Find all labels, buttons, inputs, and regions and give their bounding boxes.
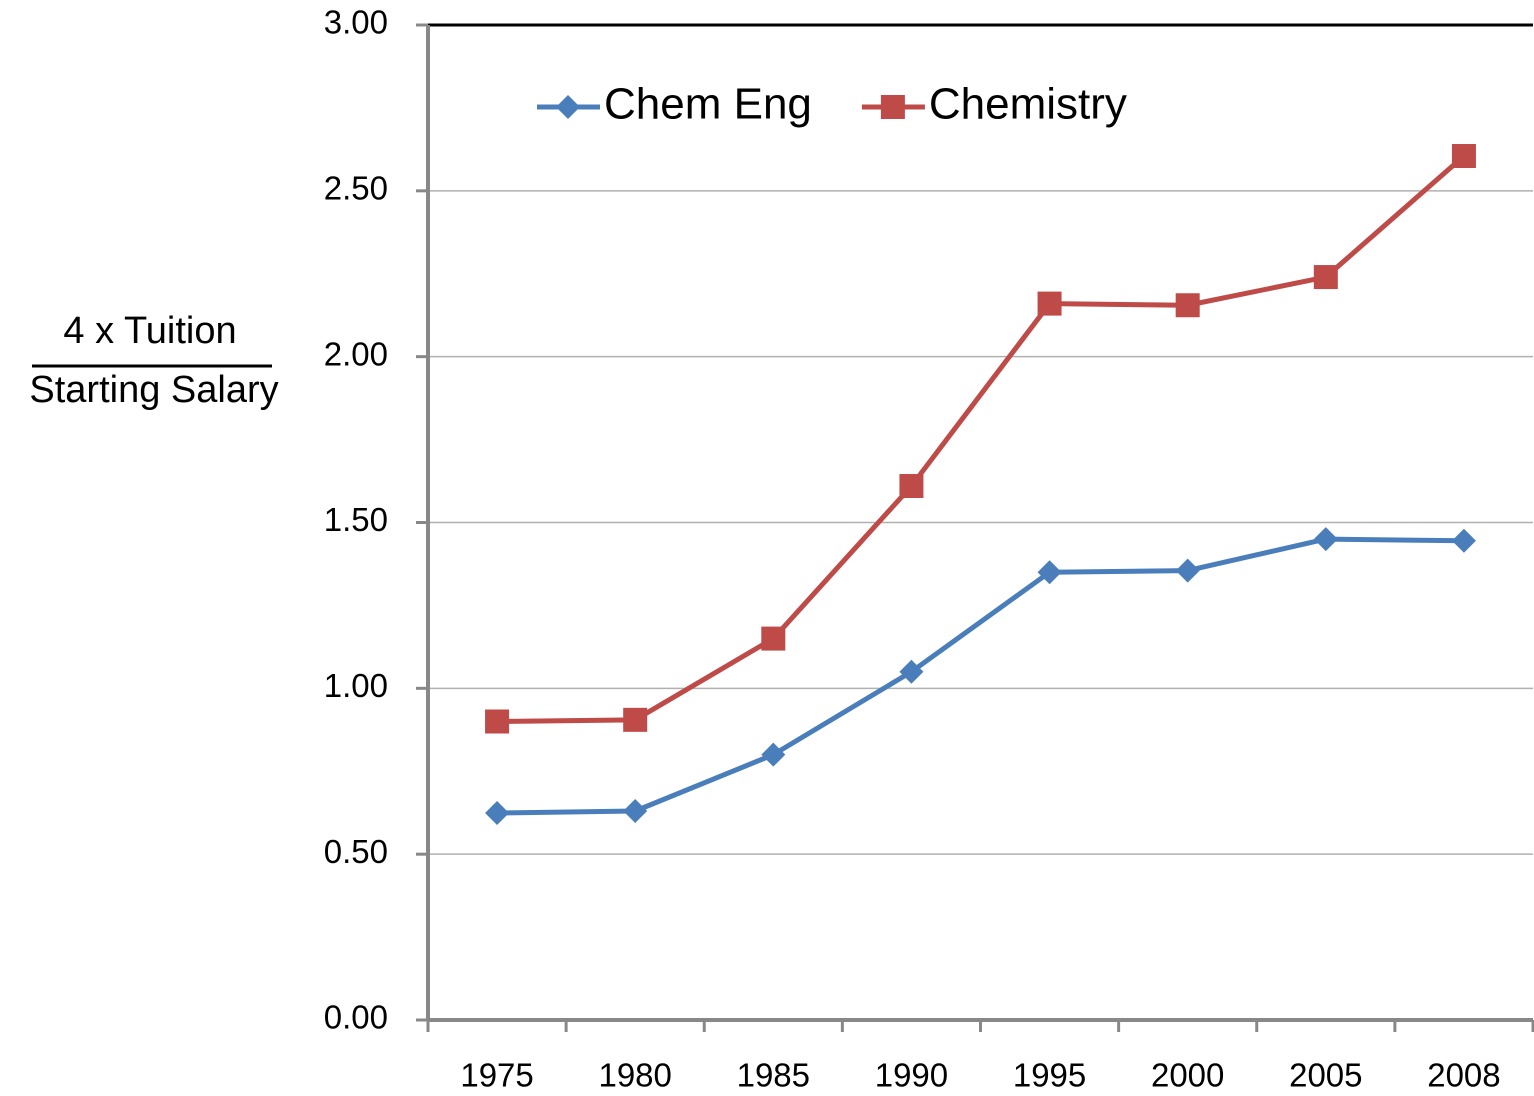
y-tick-label: 2.00 <box>324 335 388 372</box>
data-point <box>899 659 924 684</box>
y-tick-label: 1.00 <box>324 667 388 704</box>
data-point <box>485 709 510 734</box>
data-point <box>1313 527 1338 552</box>
y-tick-label: 2.50 <box>324 170 388 207</box>
y-axis-label-denominator: Starting Salary <box>29 369 278 411</box>
legend-marker <box>556 95 580 119</box>
y-tick-label: 3.00 <box>324 4 388 41</box>
data-point <box>1451 144 1476 169</box>
data-point <box>761 742 786 767</box>
x-tick-label: 2005 <box>1289 1057 1362 1094</box>
x-tick-label: 1980 <box>598 1057 671 1094</box>
series-line <box>497 154 1466 724</box>
y-tick-label: 0.00 <box>324 999 388 1036</box>
data-point <box>1175 293 1200 318</box>
y-tick-label: 0.50 <box>324 833 388 870</box>
data-point <box>485 801 510 826</box>
legend-label: Chem Eng <box>604 80 812 129</box>
x-tick-label: 2008 <box>1427 1057 1500 1094</box>
series-line <box>497 536 1464 816</box>
x-tick-label: 1990 <box>875 1057 948 1094</box>
x-tick-label: 1995 <box>1013 1057 1086 1094</box>
legend-label: Chemistry <box>929 80 1127 129</box>
y-axis-label-numerator: 4 x Tuition <box>63 310 236 352</box>
data-point <box>1037 560 1062 585</box>
x-tick-label: 2000 <box>1151 1057 1224 1094</box>
data-point <box>899 474 924 499</box>
data-point <box>1037 291 1062 316</box>
data-point <box>1313 265 1338 290</box>
data-point <box>1175 558 1200 583</box>
data-point <box>623 799 648 824</box>
y-tick-label: 1.50 <box>324 501 388 538</box>
data-point <box>1451 528 1476 553</box>
x-tick-label: 1975 <box>460 1057 533 1094</box>
legend-marker <box>880 95 905 119</box>
data-point <box>761 626 786 651</box>
data-point <box>623 707 648 732</box>
x-tick-label: 1985 <box>737 1057 810 1094</box>
